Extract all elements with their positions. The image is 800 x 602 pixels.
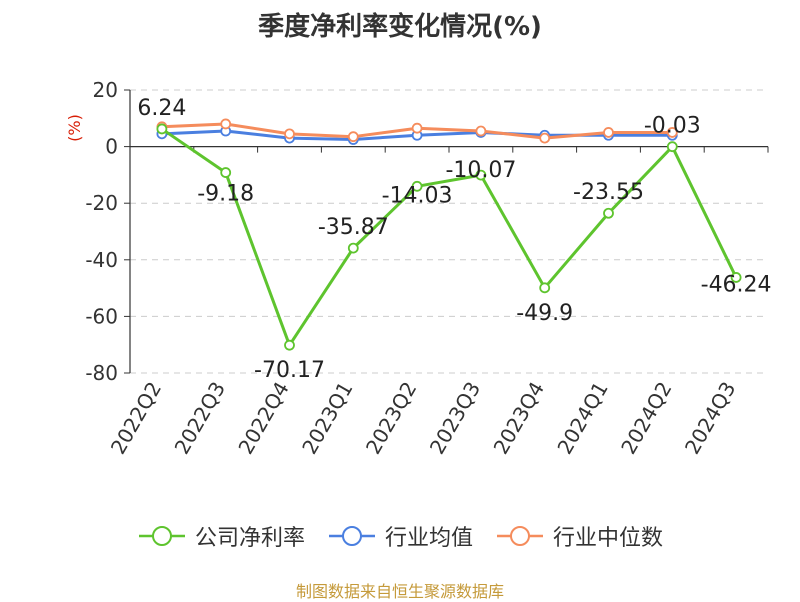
data-point <box>220 118 232 130</box>
x-tick-label: 2024Q1 <box>552 378 612 459</box>
data-point <box>156 123 168 135</box>
data-point <box>539 282 551 294</box>
legend-item-1[interactable]: 行业均值 <box>327 520 473 552</box>
y-axis-label: (%) <box>65 114 84 142</box>
legend-item-0[interactable]: 公司净利率 <box>137 520 305 552</box>
legend-marker-icon <box>328 526 375 546</box>
x-tick-label: 2022Q4 <box>233 378 293 459</box>
y-tick-label: 20 <box>93 78 118 102</box>
y-tick-label: 0 <box>105 135 118 159</box>
x-tick-label: 2023Q1 <box>297 378 357 459</box>
data-point <box>347 131 359 143</box>
data-point <box>666 141 678 153</box>
data-point <box>411 180 423 192</box>
data-labels: 6.24 -9.18 -70.17 -35.87 -14.03-10.07 -49.9 -2… <box>137 96 771 383</box>
legend-label: 行业均值 <box>384 526 473 551</box>
data-label: -14.03 <box>382 183 453 208</box>
legend-item-2[interactable]: 行业中位数 <box>495 520 663 552</box>
data-point <box>475 125 487 137</box>
x-tick-label: 2023Q2 <box>361 378 421 459</box>
x-tick-label: 2023Q4 <box>489 378 549 459</box>
data-point <box>411 122 423 134</box>
data-point <box>539 132 551 144</box>
x-tick-label: 2024Q3 <box>680 378 740 459</box>
data-point <box>475 169 487 181</box>
data-point <box>220 167 232 178</box>
x-tick-label: 2022Q3 <box>170 378 230 459</box>
data-label: -9.18 <box>197 182 254 207</box>
data-label: -23.55 <box>573 180 644 205</box>
legend-label: 公司净利率 <box>194 526 305 551</box>
data-label: -46.24 <box>701 272 772 297</box>
series-lines <box>156 118 742 351</box>
legend-label: 行业中位数 <box>553 526 664 551</box>
y-tick-label: -40 <box>85 248 118 272</box>
y-tick-label: -60 <box>85 304 118 328</box>
x-tick-label: 2022Q2 <box>106 378 166 459</box>
y-tick-label: -80 <box>85 361 118 385</box>
data-point <box>284 339 295 351</box>
series-line-0 <box>161 127 738 347</box>
data-point <box>603 207 614 219</box>
source-note: 制图数据来自恒生聚源数据库 <box>295 582 504 601</box>
data-label: -10.07 <box>445 158 516 183</box>
y-tick-label: -20 <box>85 191 118 215</box>
data-point <box>666 127 678 138</box>
grid-lines <box>130 89 768 374</box>
data-label: -0.03 <box>644 114 701 139</box>
data-point <box>603 127 614 138</box>
data-point <box>730 272 742 283</box>
data-point <box>284 128 295 140</box>
data-label: -49.9 <box>516 301 573 326</box>
chart-title: 季度净利率变化情况(%) <box>258 12 542 42</box>
legend: 公司净利率 行业均值 行业中位数 <box>0 520 800 552</box>
data-point <box>347 242 359 254</box>
legend-marker-icon <box>138 526 185 546</box>
data-label: -70.17 <box>254 358 325 383</box>
x-tick-label: 2023Q3 <box>425 378 485 459</box>
data-label: 6.24 <box>137 96 186 121</box>
legend-marker-icon <box>497 526 543 546</box>
x-tick-label: 2024Q2 <box>616 378 676 459</box>
data-label: -35.87 <box>318 215 389 240</box>
